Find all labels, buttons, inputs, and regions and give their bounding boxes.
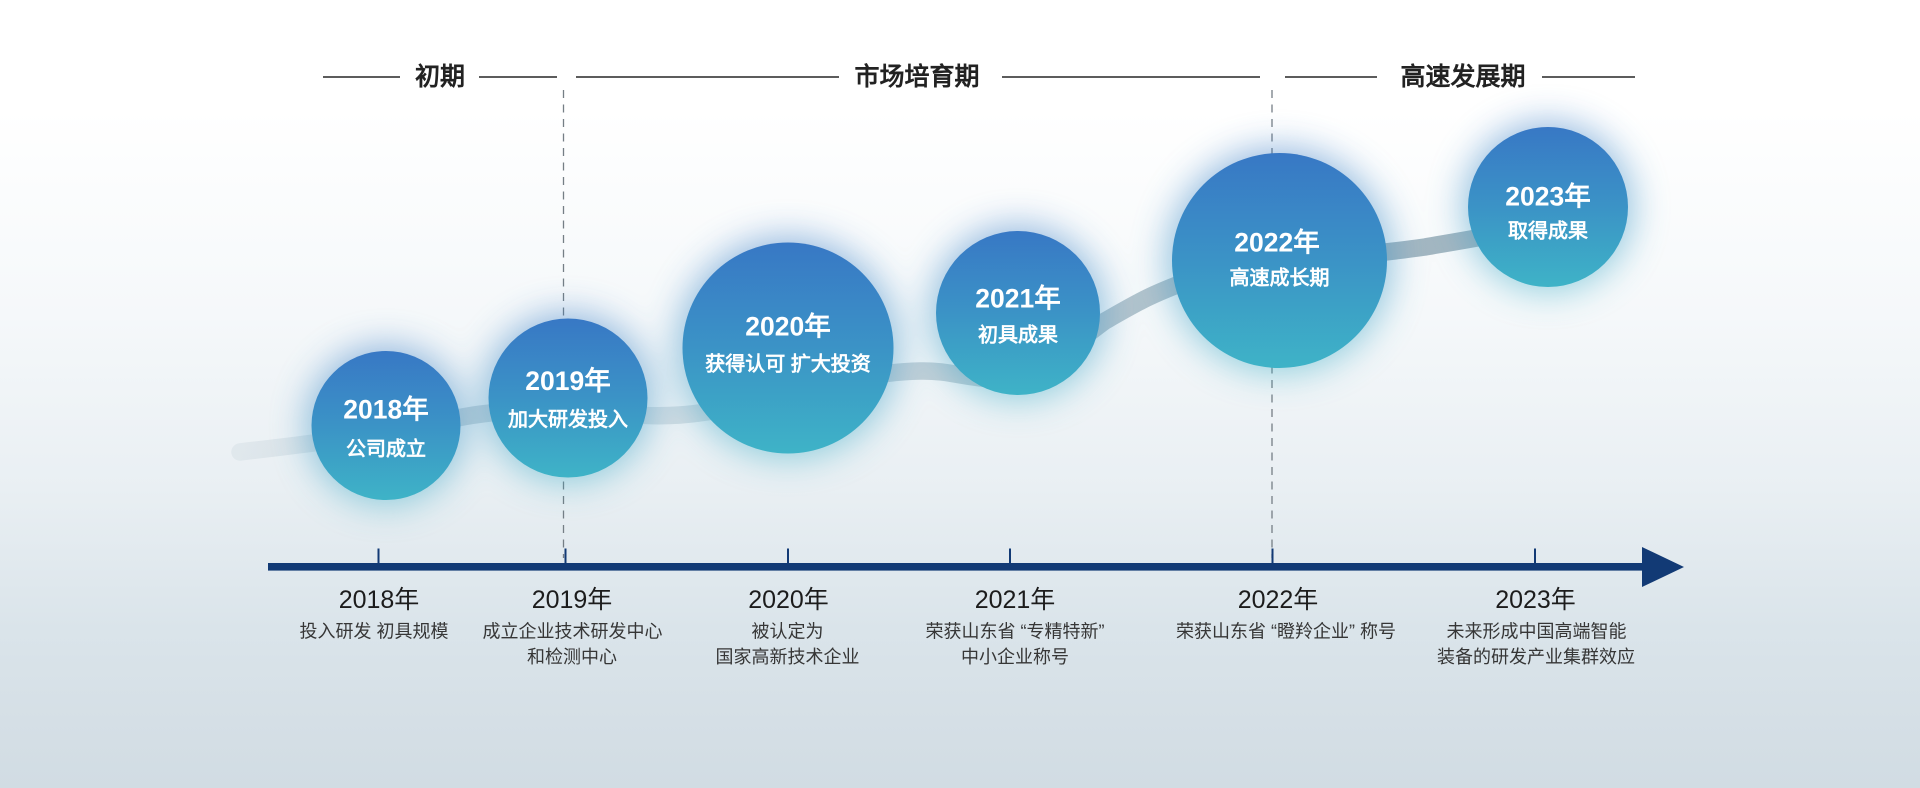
svg-text:2022年: 2022年 (1234, 227, 1319, 257)
svg-text:2023年: 2023年 (1495, 586, 1576, 614)
svg-text:荣获山东省 “瞪羚企业” 称号: 荣获山东省 “瞪羚企业” 称号 (1176, 622, 1396, 642)
svg-text:取得成果: 取得成果 (1508, 219, 1588, 243)
svg-text:国家高新技术企业: 国家高新技术企业 (716, 647, 860, 667)
svg-text:2020年: 2020年 (745, 311, 830, 341)
svg-text:2019年: 2019年 (525, 366, 610, 396)
svg-text:2018年: 2018年 (343, 394, 428, 424)
svg-text:高速发展期: 高速发展期 (1400, 62, 1525, 91)
svg-text:2018年: 2018年 (339, 586, 420, 614)
svg-text:初期: 初期 (415, 63, 465, 91)
svg-text:未来形成中国高端智能: 未来形成中国高端智能 (1447, 622, 1627, 642)
svg-text:被认定为: 被认定为 (752, 622, 824, 642)
svg-text:2019年: 2019年 (532, 586, 613, 614)
svg-text:2020年: 2020年 (748, 586, 829, 614)
svg-text:2022年: 2022年 (1238, 586, 1319, 614)
svg-text:加大研发投入: 加大研发投入 (507, 407, 628, 431)
svg-text:高速成长期: 高速成长期 (1230, 266, 1330, 290)
svg-text:市场培育期: 市场培育期 (854, 62, 979, 91)
svg-text:和检测中心: 和检测中心 (527, 647, 617, 667)
svg-text:荣获山东省 “专精特新”: 荣获山东省 “专精特新” (926, 622, 1105, 642)
svg-text:获得认可 扩大投资: 获得认可 扩大投资 (705, 351, 871, 375)
svg-text:装备的研发产业集群效应: 装备的研发产业集群效应 (1437, 647, 1635, 667)
svg-text:2023年: 2023年 (1505, 182, 1590, 212)
svg-text:2021年: 2021年 (975, 586, 1056, 614)
svg-text:投入研发 初具规模: 投入研发 初具规模 (299, 622, 448, 642)
svg-text:初具成果: 初具成果 (978, 322, 1058, 346)
svg-text:中小企业称号: 中小企业称号 (961, 647, 1069, 667)
svg-text:成立企业技术研发中心: 成立企业技术研发中心 (483, 622, 663, 642)
svg-text:公司成立: 公司成立 (346, 436, 426, 460)
svg-text:2021年: 2021年 (975, 283, 1060, 313)
